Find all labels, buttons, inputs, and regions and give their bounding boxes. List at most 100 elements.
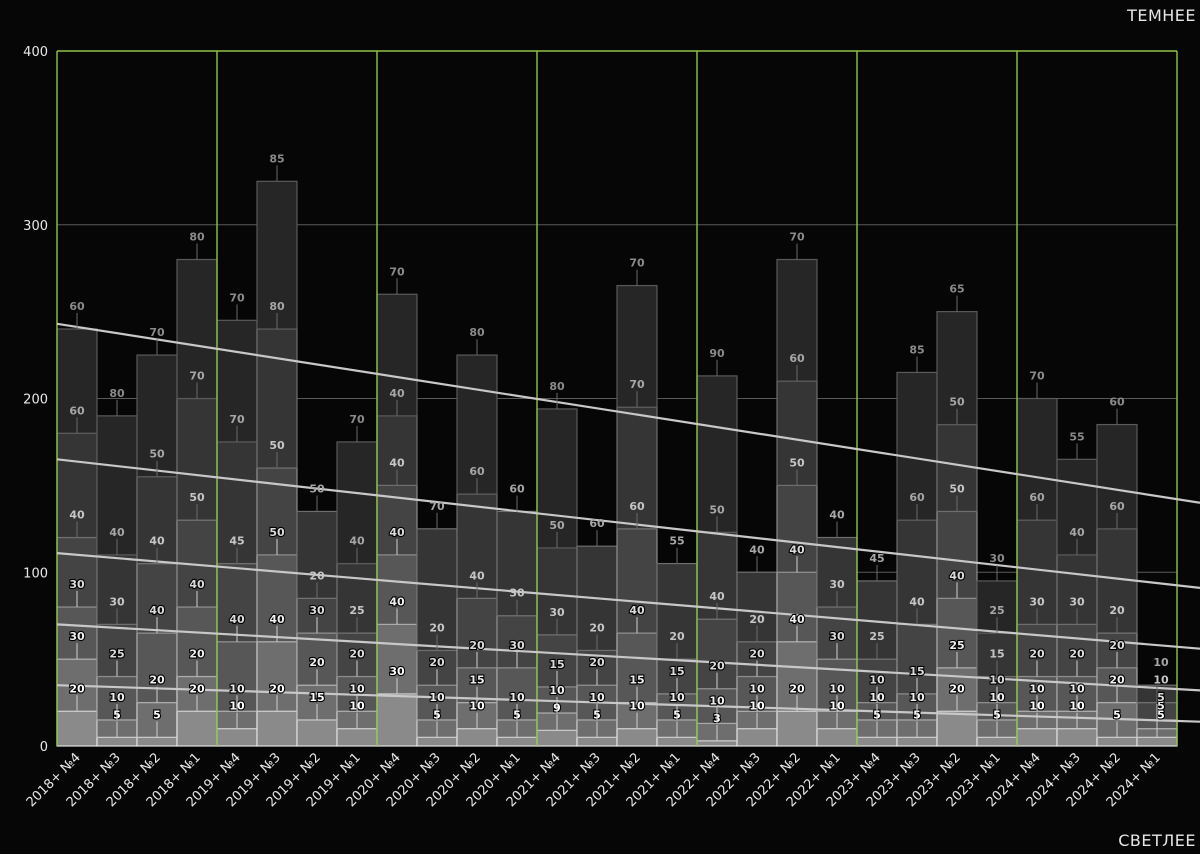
data-label: 85: [269, 152, 284, 165]
bar-segment: [656, 736, 698, 747]
data-label: 25: [949, 639, 964, 652]
data-label: 50: [709, 503, 725, 516]
data-label: 40: [789, 543, 805, 556]
data-label: 20: [589, 656, 605, 669]
data-label: 10: [349, 682, 365, 695]
data-label: 40: [109, 526, 125, 539]
data-label: 30: [109, 595, 125, 608]
data-label: 40: [269, 613, 285, 626]
data-label: 20: [149, 674, 165, 687]
data-label: 10: [469, 700, 485, 713]
data-label: 40: [749, 543, 765, 556]
darker-label: ТЕМНЕЕ: [1127, 6, 1196, 25]
data-label: 20: [589, 621, 605, 634]
data-label: 15: [469, 674, 484, 687]
data-label: 30: [1069, 595, 1085, 608]
bar-segment: [936, 710, 978, 747]
data-label: 20: [749, 648, 765, 661]
bar-segment: [736, 728, 778, 747]
data-label: 80: [549, 380, 565, 393]
data-label: 20: [189, 648, 205, 661]
data-label: 5: [1113, 708, 1121, 721]
y-tick-label: 200: [23, 393, 48, 408]
data-label: 30: [829, 578, 845, 591]
data-label: 80: [269, 300, 285, 313]
data-label: 70: [389, 265, 405, 278]
data-label: 20: [1029, 648, 1045, 661]
data-label: 80: [109, 387, 125, 400]
data-label: 50: [189, 491, 205, 504]
bar-segment: [456, 354, 498, 495]
y-tick-label: 300: [23, 219, 48, 234]
data-labels-layer: 20 30 30 40 60 60 5 10 25 30 40 80 5 20 40 40 50 70 20 20 40…: [68, 152, 1169, 741]
data-label: 15: [669, 665, 684, 678]
data-label: 10: [109, 691, 125, 704]
data-label: 20: [349, 648, 365, 661]
bar-segment: [176, 710, 218, 747]
data-label: 30: [309, 604, 325, 617]
data-label: 5: [153, 708, 161, 721]
data-label: 40: [829, 509, 845, 522]
data-label: 30: [1029, 595, 1045, 608]
data-label: 5: [1157, 691, 1165, 704]
data-label: 10: [229, 682, 245, 695]
data-label: 20: [669, 630, 685, 643]
data-label: 90: [709, 347, 725, 360]
bar-segment: [56, 710, 98, 747]
data-label: 40: [909, 595, 925, 608]
data-label: 70: [1029, 370, 1045, 383]
data-label: 10: [709, 694, 725, 707]
data-label: 70: [629, 257, 645, 270]
data-label: 10: [589, 691, 605, 704]
data-label: 40: [629, 604, 645, 617]
data-label: 20: [1109, 639, 1125, 652]
bar-segment: [256, 328, 298, 469]
bar-segment: [696, 740, 738, 747]
data-label: 20: [429, 621, 445, 634]
data-label: 55: [1069, 430, 1084, 443]
data-label: 55: [669, 535, 684, 548]
bars-layer: [56, 180, 1178, 747]
data-label: 10: [869, 674, 885, 687]
data-label: 30: [69, 630, 85, 643]
data-label: 20: [749, 613, 765, 626]
bar-segment: [416, 736, 458, 747]
bar-segment: [616, 728, 658, 747]
bar-segment: [96, 736, 138, 747]
bar-segment: [256, 180, 298, 330]
data-label: 5: [1157, 700, 1165, 713]
bar-segment: [176, 258, 218, 400]
bar-segment: [896, 371, 938, 521]
bar-segment: [256, 710, 298, 747]
data-label: 10: [549, 684, 565, 697]
data-label: 60: [589, 517, 605, 530]
data-label: 65: [949, 283, 964, 296]
trend-line: [56, 552, 1200, 650]
data-label: 40: [389, 595, 405, 608]
bar-segment: [136, 736, 178, 747]
bar-segment: [616, 284, 658, 408]
bar-segment: [376, 693, 418, 747]
y-tick-label: 100: [23, 566, 48, 581]
data-label: 45: [869, 552, 884, 565]
data-label: 40: [149, 604, 165, 617]
data-label: 50: [789, 456, 805, 469]
data-label: 20: [469, 639, 485, 652]
data-label: 50: [949, 396, 965, 409]
data-label: 10: [829, 682, 845, 695]
data-label: 60: [469, 465, 485, 478]
data-label: 70: [229, 413, 245, 426]
data-label: 50: [549, 519, 565, 532]
data-label: 20: [309, 569, 325, 582]
bar-segment: [496, 736, 538, 747]
data-label: 5: [1157, 708, 1165, 721]
trend-lines-layer: [56, 322, 1200, 723]
bar-segment: [496, 510, 538, 617]
data-label: 40: [1069, 526, 1085, 539]
data-label: 70: [349, 413, 365, 426]
trend-line: [56, 684, 1200, 723]
data-label: 10: [1153, 674, 1169, 687]
data-label: 10: [1069, 682, 1085, 695]
data-label: 40: [709, 590, 725, 603]
